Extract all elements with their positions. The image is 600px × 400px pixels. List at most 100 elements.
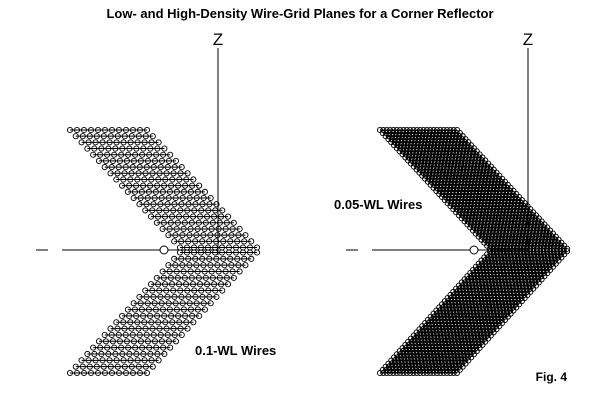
wire-segment-circle (114, 133, 121, 140)
wire-segment-circle (241, 255, 248, 262)
wire-segment-circle (123, 338, 130, 345)
wire-row (159, 268, 243, 275)
wire-segment-circle (179, 262, 186, 269)
wire-segment-circle (100, 133, 107, 140)
wire-segment-circle (156, 170, 163, 177)
wire-segment-circle (224, 213, 232, 220)
wire-segment-circle (154, 145, 161, 152)
wire-segment-circle (236, 225, 243, 232)
wire-segment-circle (165, 262, 172, 269)
wire-segment-circle (122, 331, 129, 339)
wire-segment-circle (213, 201, 220, 208)
wire-segment-circle (171, 201, 178, 208)
wire-segment-circle (140, 182, 147, 189)
wire-segment-circle (79, 363, 86, 370)
wire-segment-circle (87, 126, 95, 134)
wire-segment-circle (206, 201, 213, 208)
wire-segment-circle (122, 369, 130, 377)
wire-segment-circle (160, 274, 167, 281)
wire-segment-circle (156, 325, 163, 332)
wire-segment-circle (153, 344, 160, 351)
wire-segment-circle (108, 164, 115, 171)
wire-segment-circle (165, 232, 172, 239)
wire-segment-circle (218, 249, 226, 256)
wire-row (153, 219, 237, 226)
wire-segment-circle (150, 293, 157, 300)
wire-segment-circle (91, 350, 98, 358)
wire-segment-circle (101, 331, 108, 339)
wire-segment-circle (161, 182, 168, 189)
wire-segment-circle (114, 363, 121, 370)
wire-segment-circle (192, 293, 199, 300)
wire-segment-circle (147, 312, 154, 319)
wire-segment-circle (120, 139, 127, 146)
wire-segment-circle (185, 238, 192, 245)
wire-segment-circle (227, 255, 234, 262)
wire-segment-circle (161, 312, 168, 319)
wire-segment-circle (248, 255, 255, 262)
wire-row (107, 325, 191, 332)
wire-segment-circle (222, 225, 229, 232)
wire-segment-circle (187, 225, 194, 232)
wire-segment-circle (143, 201, 150, 208)
wire-row (472, 230, 556, 237)
wire-segment-circle (195, 219, 202, 226)
wire-row (130, 300, 214, 307)
wire-segment-circle (433, 369, 440, 377)
wire-segment-circle (208, 225, 215, 232)
wire-segment-circle (170, 207, 177, 214)
wire-segment-circle (164, 164, 171, 171)
wire-row (66, 369, 151, 377)
wire-segment-circle (150, 201, 157, 208)
wire-row (464, 273, 548, 280)
wire-segment-circle (178, 164, 185, 171)
wire-segment-circle (152, 306, 159, 313)
wire-row (147, 281, 232, 288)
wire-segment-circle (130, 157, 137, 164)
wire-segment-circle (221, 232, 228, 239)
wire-segment-circle (177, 170, 184, 177)
wire-segment-circle (158, 194, 165, 202)
wire-segment-circle (213, 293, 220, 300)
wire-segment-circle (99, 357, 106, 364)
wire-segment-circle (453, 369, 461, 377)
wire-segment-circle (149, 287, 156, 294)
wire-segment-circle (192, 201, 199, 208)
wire-segment-circle (115, 331, 122, 339)
wire-segment-circle (170, 170, 177, 177)
wire-segment-circle (120, 357, 127, 364)
wire-segment-circle (131, 306, 138, 313)
wire-segment-circle (106, 139, 113, 146)
wire-segment-circle (188, 219, 195, 226)
wire-row (66, 126, 151, 134)
wire-segment-circle (146, 151, 153, 158)
wire-segment-circle (113, 357, 120, 364)
wire-segment-circle (196, 312, 203, 319)
wire-segment-circle (136, 126, 144, 134)
wire-segment-circle (159, 268, 166, 275)
wire-row (101, 331, 185, 339)
wire-segment-circle (154, 312, 161, 319)
wire-segment-circle (177, 325, 184, 332)
wire-segment-circle (166, 268, 173, 275)
wire-row (153, 274, 237, 281)
wire-segment-circle (121, 325, 128, 332)
wire-segment-circle (72, 363, 79, 370)
wire-segment-circle (149, 325, 156, 332)
wire-segment-circle (202, 274, 209, 281)
wire-segment-circle (94, 126, 102, 134)
wire-segment-circle (417, 369, 424, 377)
wire-segment-circle (156, 287, 163, 294)
wire-row (72, 363, 156, 370)
wire-segment-circle (205, 287, 212, 294)
wire-segment-circle (450, 369, 457, 377)
wire-segment-circle (147, 213, 155, 220)
wire-segment-circle (189, 281, 197, 288)
wire-segment-circle (192, 238, 199, 245)
wire-segment-circle (437, 369, 444, 377)
wire-row (113, 176, 197, 183)
wire-segment-circle (154, 182, 161, 189)
wire-segment-circle (393, 369, 400, 377)
wire-segment-circle (177, 207, 184, 214)
figure-label: Fig. 4 (536, 370, 568, 384)
